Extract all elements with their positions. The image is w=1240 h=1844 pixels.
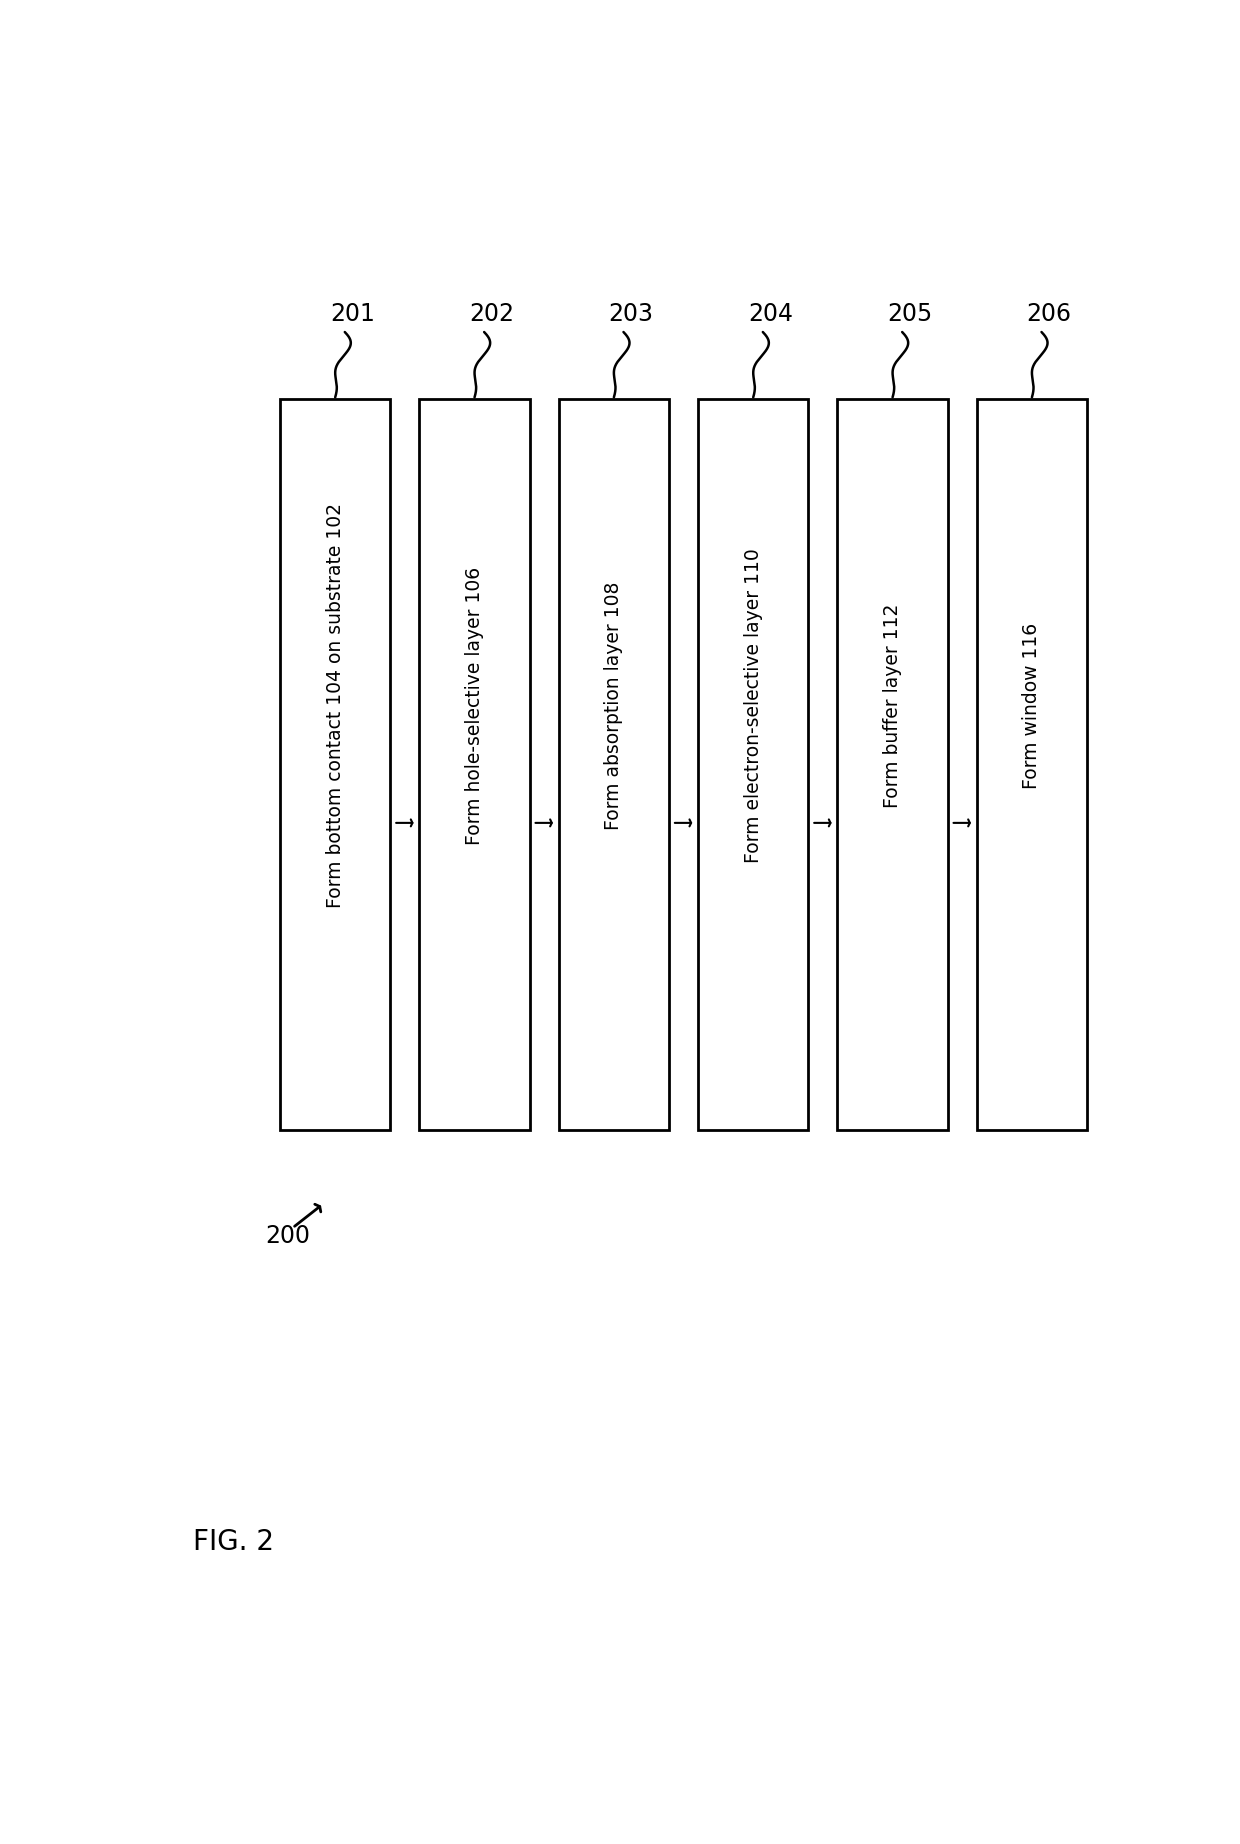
Text: 202: 202 <box>469 302 515 326</box>
Text: Form absorption layer 108: Form absorption layer 108 <box>604 581 624 830</box>
Text: Form hole-selective layer 106: Form hole-selective layer 106 <box>465 566 484 845</box>
Bar <box>558 398 670 1130</box>
Text: Form electron-selective layer 110: Form electron-selective layer 110 <box>744 548 763 863</box>
Text: Form window 116: Form window 116 <box>1023 623 1042 789</box>
Text: 200: 200 <box>265 1224 310 1248</box>
Bar <box>837 398 947 1130</box>
Bar <box>419 398 529 1130</box>
Text: FIG. 2: FIG. 2 <box>193 1529 274 1556</box>
Text: Form buffer layer 112: Form buffer layer 112 <box>883 603 901 808</box>
Text: 201: 201 <box>330 302 374 326</box>
Bar <box>977 398 1087 1130</box>
Text: 204: 204 <box>748 302 794 326</box>
Text: 205: 205 <box>888 302 932 326</box>
Text: 203: 203 <box>609 302 653 326</box>
Bar <box>698 398 808 1130</box>
Text: 206: 206 <box>1027 302 1071 326</box>
Text: Form bottom contact 104 on substrate 102: Form bottom contact 104 on substrate 102 <box>326 503 345 909</box>
Bar <box>280 398 391 1130</box>
